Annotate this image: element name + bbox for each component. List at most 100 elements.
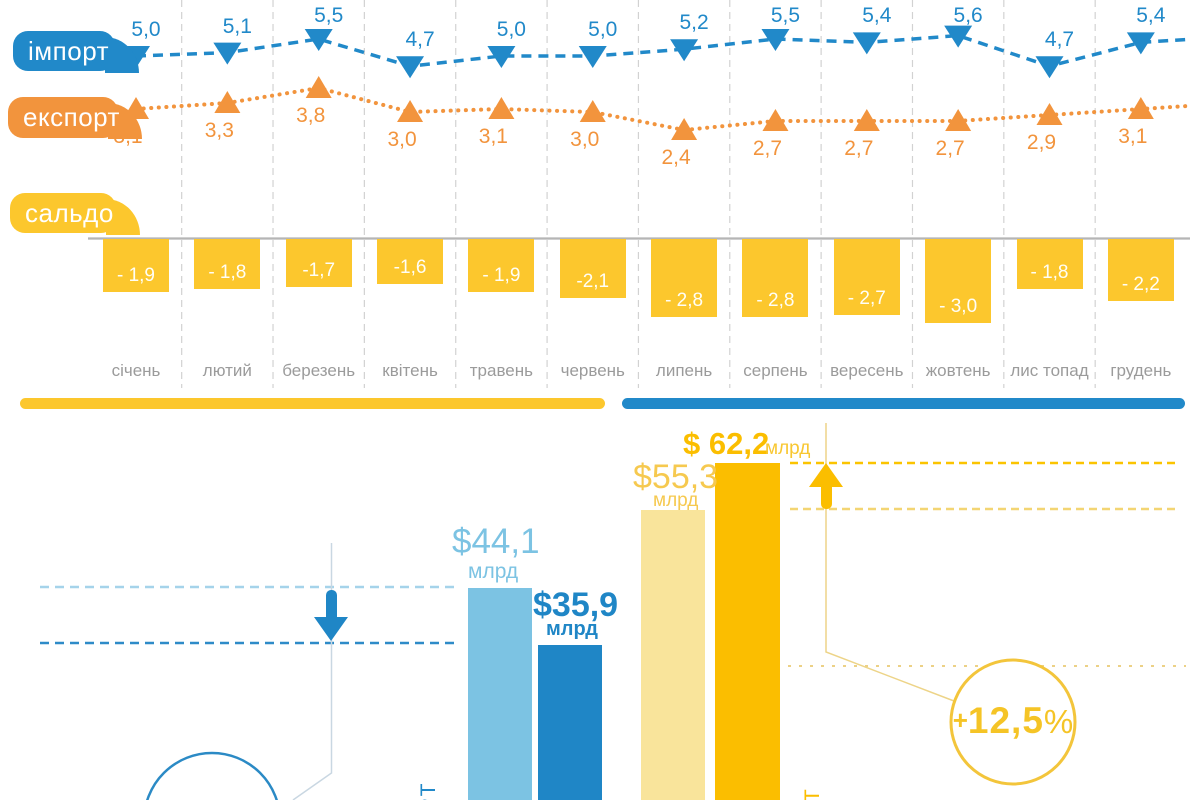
legend-saldo-label: сальдо [25,197,114,228]
import-value-label: 5,1 [222,14,252,38]
import-value-label: 5,4 [862,4,892,28]
import-axis-label: ІМПОРТ [801,786,825,800]
month-label: вересень [830,361,904,380]
month-label: червень [560,361,625,380]
month-label: березень [282,361,356,380]
import-cur-amount: $ 62,2 [683,426,770,461]
import-marker-triangle-down [304,29,333,51]
legend-export-label: експорт [23,102,120,132]
saldo-value-label: - 2,8 [756,290,795,311]
export-axis-label: ЕКСПОРТ [417,781,441,800]
import-value-label: 5,5 [770,4,801,27]
saldo-bar: - 2,2 [1107,239,1174,301]
export-value-label: 3,3 [204,119,234,142]
import-marker-triangle-down [213,42,242,65]
month-label: жовтень [925,361,991,380]
export-value-label: 2,4 [661,146,691,169]
import-change-percent: % [1043,703,1074,740]
divider-yellow [20,398,605,409]
import-value-label: 5,0 [131,18,161,41]
import-value-label: 4,7 [405,28,435,52]
export-value-label: 3,0 [570,128,600,151]
saldo-bar: - 2,8 [742,239,809,317]
import-value-label: 5,0 [496,18,526,41]
import-change-value: 12,5 [967,700,1044,741]
export-value-label: 3,1 [1118,125,1148,148]
import-change-plus: + [952,705,968,735]
export-cur-year-bar [538,645,602,800]
saldo-value-label: - 2,7 [847,288,886,309]
import-marker-triangle-down [670,39,699,62]
import-value-label: 5,2 [679,11,709,35]
export-line [134,85,1190,133]
export-value-label: 3,1 [478,125,508,148]
month-label: лютий [202,361,252,380]
import-marker-triangle-down [761,29,790,51]
month-label: травень [469,361,534,380]
export-value-label: 3,8 [296,104,326,127]
saldo-bar: - 2,8 [651,239,718,317]
export-marker-triangle-up [214,91,241,113]
import-line [135,33,1189,69]
import-value-label: 4,7 [1044,28,1075,52]
legend-import-bubble: імпорт [13,31,139,73]
export-marker-triangle-up [762,109,789,131]
export-marker-triangle-up [853,109,880,131]
import-cur-year-bar [715,463,780,800]
month-label: серпень [743,361,808,380]
import-marker-triangle-down [578,46,607,68]
saldo-bar: -2,1 [559,239,626,298]
month-label: грудень [1110,361,1172,380]
saldo-value-label: - 2,8 [665,290,704,311]
saldo-value-label: -1,7 [302,260,336,281]
saldo-value-label: - 1,8 [208,262,247,283]
export-value-label: 2,7 [935,137,965,160]
divider-blue [622,398,1185,409]
export-prev-unit: млрд [468,560,519,583]
monthly-chart: 5,0 3,1 - 1,9 січень 5,1 3,3 - 1,8 лютий 5,5 3,8 -… [88,0,1190,388]
saldo-value-label: -1,6 [393,257,427,278]
import-marker-triangle-down [487,46,516,68]
month-label: лис топад [1010,361,1089,380]
import-marker-triangle-down [1035,56,1064,79]
monthly-chart-canvas [88,0,1190,388]
export-connector-line [292,543,333,800]
decrease-arrow-stem [326,590,337,622]
saldo-value-label: - 1,9 [116,265,156,286]
export-change-circle [146,751,278,800]
month-label: липень [655,361,713,380]
export-prev-year-bar [468,588,532,800]
import-value-label: 5,5 [314,4,344,27]
decrease-arrow-icon [314,617,348,641]
export-marker-triangle-up [1127,97,1154,119]
export-marker-triangle-up [397,100,424,122]
import-cur-unit: млрд [765,438,811,459]
export-marker-triangle-up [945,109,972,131]
export-marker-triangle-up [671,118,698,140]
import-prev-unit: млрд [653,490,699,511]
month-label: квітень [382,361,438,380]
export-marker-triangle-up [488,97,515,119]
export-prev-amount: $44,1 [452,522,540,561]
legend-saldo-bubble: сальдо [10,193,140,235]
export-value-label: 2,7 [752,137,783,160]
import-value-label: 5,4 [1136,4,1166,28]
import-marker-triangle-down [852,32,881,55]
saldo-value-label: -2,1 [576,271,610,292]
export-marker-triangle-up [1036,103,1063,125]
saldo-bar: - 1,9 [103,239,169,292]
saldo-bar: -1,6 [377,239,444,284]
import-change-badge: +12,5% [948,700,1078,742]
increase-arrow-icon [809,463,843,487]
export-value-label: 2,9 [1026,131,1057,154]
saldo-value-label: - 3,0 [939,296,978,317]
saldo-bar: - 2,7 [833,239,900,315]
export-cur-amount: $35,9 [533,586,619,624]
month-label: січень [111,361,161,380]
saldo-bar: -1,7 [285,239,352,287]
import-connector-line [825,423,955,702]
saldo-value-label: - 1,8 [1030,262,1069,283]
saldo-bar: - 1,8 [194,239,261,289]
export-value-label: 2,7 [844,137,874,160]
import-value-label: 5,0 [588,18,618,41]
